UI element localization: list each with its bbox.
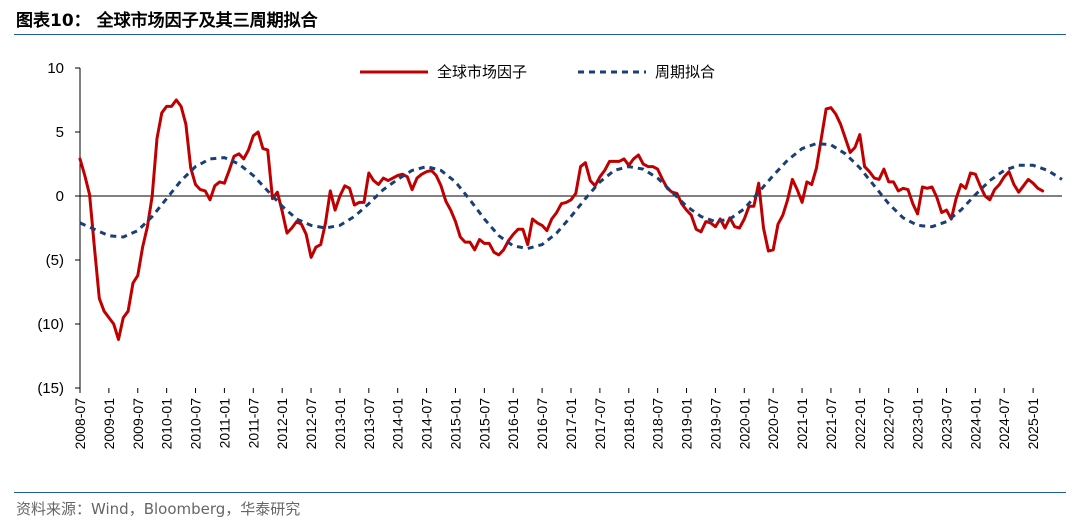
x-tick-label: 2016-01	[505, 398, 521, 450]
x-tick-label: 2010-01	[159, 398, 175, 450]
x-tick-label: 2008-07	[72, 398, 88, 450]
x-tick-label: 2017-07	[592, 398, 608, 450]
series-line-fit	[79, 142, 1063, 250]
y-tick-label: 5	[56, 124, 64, 141]
x-tick-label: 2014-01	[390, 398, 406, 450]
legend-label-factor: 全球市场因子	[437, 63, 527, 81]
x-tick-label: 2024-01	[967, 398, 983, 450]
legend: 全球市场因子 周期拟合	[360, 63, 715, 81]
x-tick-label: 2020-07	[765, 398, 781, 450]
x-tick-label: 2018-01	[621, 398, 637, 450]
x-tick-label: 2018-07	[650, 398, 666, 450]
x-tick-label: 2011-01	[216, 398, 232, 449]
x-tick-label: 2019-07	[707, 398, 723, 450]
x-tick-label: 2022-07	[881, 398, 897, 450]
x-tick-label: 2010-07	[188, 398, 204, 450]
x-tick-label: 2019-01	[679, 398, 695, 450]
x-tick-label: 2009-01	[101, 398, 117, 450]
bottom-divider	[14, 492, 1066, 493]
x-tick-label: 2014-07	[419, 398, 435, 450]
x-tick-label: 2015-07	[476, 398, 492, 450]
x-tick-label: 2024-07	[996, 398, 1012, 450]
x-tick-label: 2012-07	[303, 398, 319, 450]
x-tick-label: 2015-01	[447, 398, 463, 450]
y-tick-label: (5)	[46, 252, 64, 269]
y-tick-label: (10)	[37, 316, 64, 333]
chart-canvas: 10 5 0 (5) (10) (15) 2008-07 2009-01 2009-07 201…	[37, 60, 1063, 449]
top-divider	[14, 34, 1066, 35]
legend-label-fit: 周期拟合	[655, 63, 715, 81]
x-tick-label: 2025-01	[1025, 398, 1041, 450]
series-line-factor	[78, 98, 1045, 341]
x-tick-label: 2021-01	[794, 398, 810, 450]
source-note: 资料来源：Wind，Bloomberg，华泰研究	[16, 500, 301, 518]
x-tick-label: 2012-01	[274, 398, 290, 450]
x-tick-label: 2023-07	[938, 398, 954, 450]
x-tick-label: 2022-01	[852, 398, 868, 450]
x-tick-label: 2017-01	[563, 398, 579, 450]
x-tick-label: 2011-07	[245, 398, 261, 449]
x-tick-label: 2023-01	[910, 398, 926, 450]
x-tick-label: 2013-01	[332, 398, 348, 450]
chart-title: 图表10： 全球市场因子及其三周期拟合	[16, 11, 318, 31]
x-tick-label: 2009-07	[130, 398, 146, 450]
series-layer	[78, 98, 1063, 341]
x-axis: 2008-07 2009-01 2009-07 2010-01 2010-07 2011-…	[72, 388, 1041, 449]
x-tick-label: 2021-07	[823, 398, 839, 450]
x-tick-label: 2013-07	[361, 398, 377, 450]
y-tick-label: (15)	[37, 380, 64, 397]
y-tick-label: 0	[56, 188, 64, 205]
x-tick-label: 2020-01	[736, 398, 752, 450]
y-axis: 10 5 0 (5) (10) (15)	[37, 60, 80, 397]
x-tick-label: 2016-07	[534, 398, 550, 450]
y-tick-label: 10	[47, 60, 64, 77]
